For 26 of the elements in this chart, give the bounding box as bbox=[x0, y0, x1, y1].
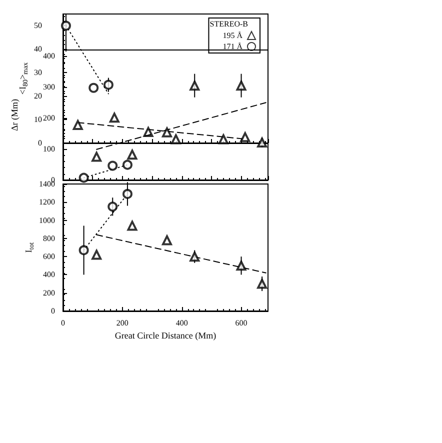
y-tick-label: 800 bbox=[43, 234, 55, 243]
y-tick-label: 10 bbox=[34, 115, 42, 124]
y-tick-label: 0 bbox=[51, 306, 55, 316]
y-tick-label: 0 bbox=[38, 138, 42, 148]
legend-label: 195 Å bbox=[222, 31, 243, 40]
y-tick-label: 40 bbox=[34, 44, 42, 54]
y-tick-label: 1200 bbox=[39, 198, 55, 207]
x-tick-label: 0 bbox=[61, 318, 65, 328]
y-tick-label: 300 bbox=[43, 82, 55, 92]
x-tick-label: 600 bbox=[235, 318, 248, 328]
y-axis-title: Δr (Mm) bbox=[10, 98, 20, 132]
y-tick-label: 20 bbox=[34, 92, 42, 101]
legend-label: 171 Å bbox=[222, 42, 243, 51]
y-tick-label: 200 bbox=[43, 288, 55, 298]
y-tick-label: 30 bbox=[34, 68, 42, 78]
y-tick-label: 100 bbox=[43, 144, 55, 154]
y-tick-label: 400 bbox=[43, 52, 55, 61]
y-tick-label: 400 bbox=[43, 270, 55, 280]
y-tick-label: 600 bbox=[43, 252, 55, 262]
x-tick-label: 400 bbox=[176, 318, 188, 328]
x-axis-title: Great Circle Distance (Mm) bbox=[114, 330, 216, 340]
y-tick-label: 50 bbox=[34, 21, 42, 30]
y-tick-label: 1000 bbox=[39, 216, 55, 225]
legend-title: STEREO-B bbox=[210, 20, 248, 28]
x-tick-label: 200 bbox=[116, 318, 128, 328]
y-tick-label: 200 bbox=[43, 114, 55, 123]
